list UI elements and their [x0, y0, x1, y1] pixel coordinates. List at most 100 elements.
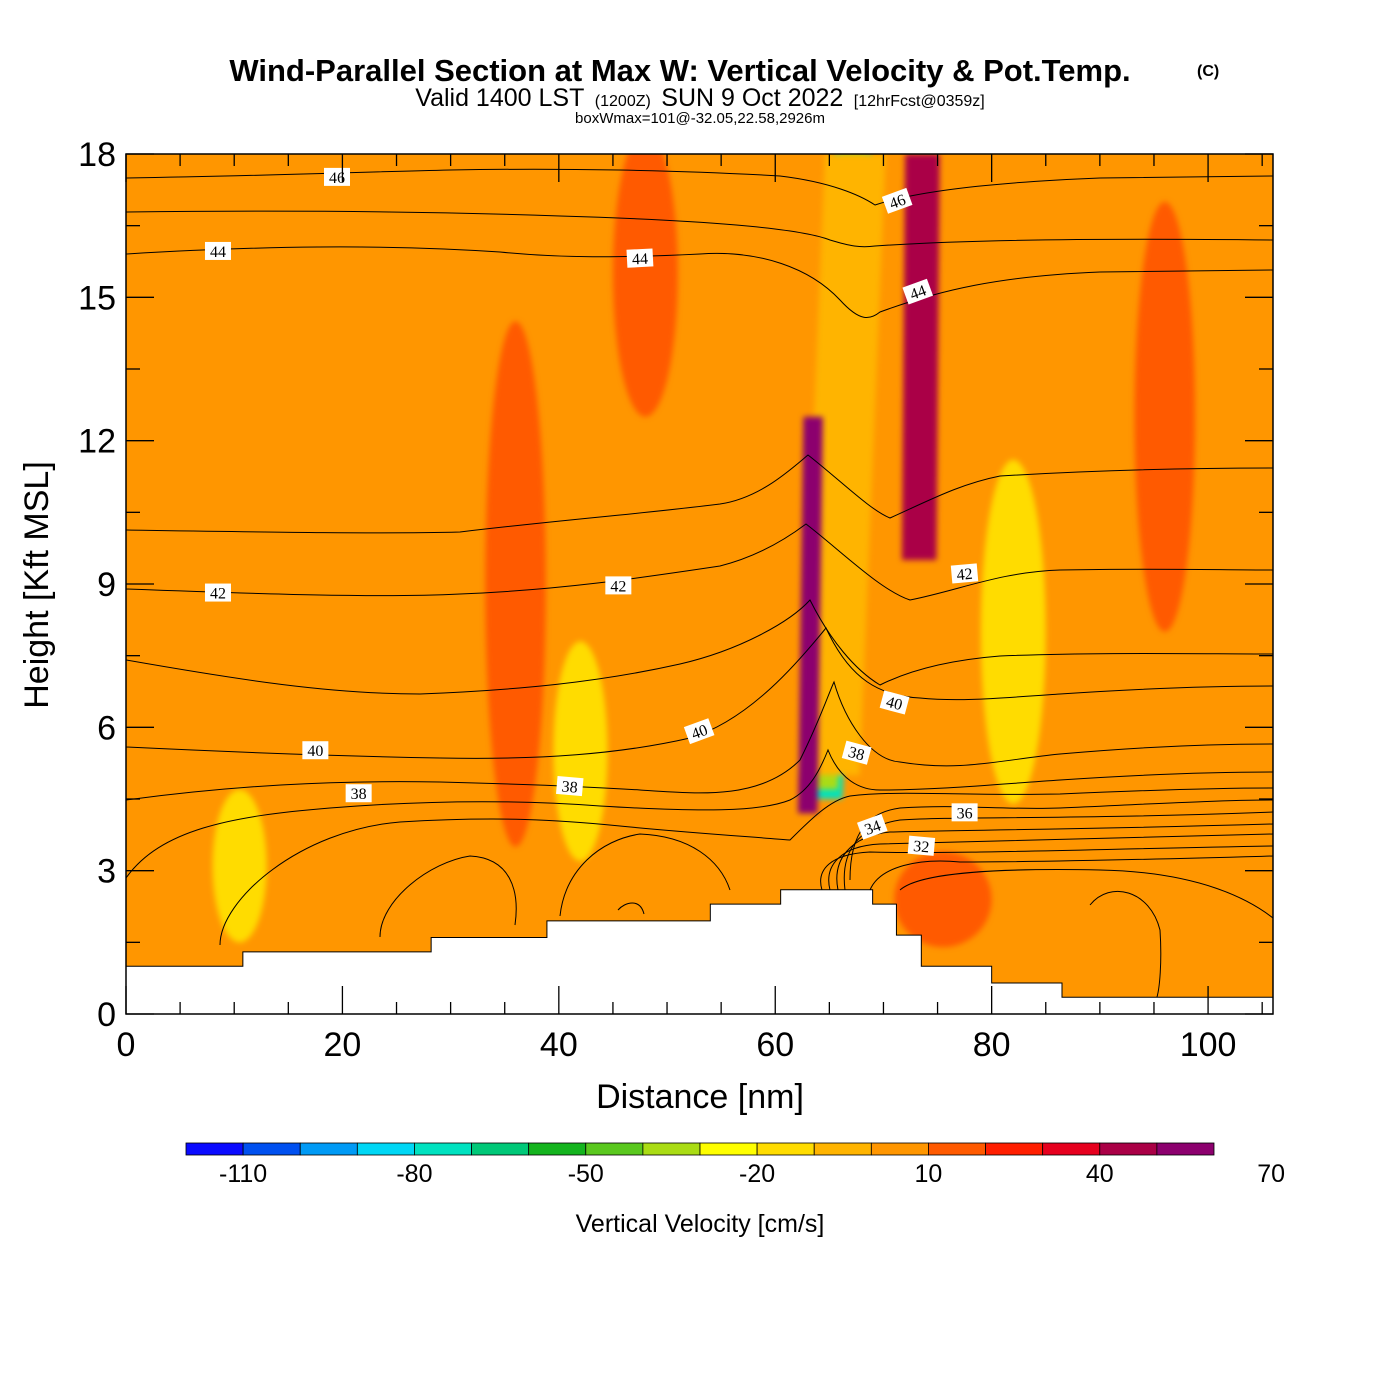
- theta-label-text: 38: [846, 744, 866, 765]
- x-tick-label: 40: [540, 1026, 578, 1064]
- w-cell-9: [1134, 201, 1196, 632]
- theta-contour-low-right: [899, 869, 1273, 919]
- theta-label-text: 44: [632, 251, 649, 269]
- colorbar-tick-label: -50: [568, 1160, 604, 1188]
- background-field: [126, 154, 1273, 1014]
- w-cell-11: [894, 851, 992, 948]
- w-cell-5: [980, 459, 1046, 804]
- theta-label-text: 38: [351, 786, 367, 803]
- theta-label-text: 38: [561, 778, 578, 796]
- subtitle-date: SUN 9 Oct 2022: [661, 84, 843, 112]
- w-cell-8: [485, 321, 546, 847]
- y-tick-label: 15: [78, 279, 116, 317]
- theta-label-text: 40: [884, 694, 904, 715]
- y-tick-label: 18: [78, 136, 116, 174]
- theta-label-text: 44: [908, 282, 929, 303]
- colorbar-swatch: [528, 1142, 587, 1156]
- colorbar-swatch: [813, 1142, 872, 1156]
- colorbar-swatch: [699, 1142, 758, 1156]
- theta-label-6: 42: [605, 576, 632, 595]
- theta-label-text: 32: [913, 838, 930, 856]
- colorbar-tick-labels: -110 -80 -50 -20 10 40 70: [219, 1160, 1285, 1188]
- colorbar-tick-label: -110: [219, 1160, 267, 1188]
- y-tick-label: 9: [97, 566, 116, 604]
- colorbar-swatch: [471, 1142, 530, 1156]
- theta-contour-34: [836, 823, 1273, 891]
- x-axis-label: Distance [nm]: [596, 1078, 804, 1116]
- x-tick-label: 20: [324, 1026, 362, 1064]
- y-axis-label: Height [Kft MSL]: [18, 461, 56, 709]
- theta-contour-38: [126, 748, 1273, 879]
- y-tick-label: 3: [97, 853, 116, 891]
- colorbar-swatch: [756, 1142, 815, 1156]
- theta-label-11: 38: [345, 784, 372, 803]
- theta-label-text: 44: [210, 244, 226, 261]
- chart-title: Wind-Parallel Section at Max W: Vertical…: [229, 53, 1130, 88]
- w-band-3: [797, 416, 823, 814]
- theta-label-15: 34: [856, 813, 888, 840]
- theta-label-5: 42: [204, 583, 231, 603]
- w-cell-7: [212, 789, 267, 943]
- theta-label-10: 40: [879, 690, 910, 715]
- colorbar-tick-label: 70: [1257, 1160, 1285, 1188]
- box-note: boxWmax=101@-32.05,22.58,2926m: [575, 110, 825, 127]
- theta-contour-39: [126, 680, 1273, 801]
- theta-label-0: 46: [324, 167, 351, 187]
- y-tick-label: 12: [78, 423, 116, 461]
- plot-area: 46 44 44 46 44 42 42 42 40 40 40 38 38 38 36 34 32: [126, 154, 1273, 1014]
- colorbar-tick-label: -20: [739, 1160, 775, 1188]
- colorbar-swatch: [928, 1142, 986, 1156]
- theta-contour-40: [126, 627, 1273, 759]
- colorbar-tick-label: -80: [396, 1160, 432, 1188]
- theta-contour-41: [126, 599, 1273, 695]
- copyright-mark: (C): [1197, 63, 1219, 80]
- colorbar-swatch: [414, 1142, 472, 1156]
- x-tick-label: 80: [973, 1026, 1011, 1064]
- colorbar-swatch: [242, 1142, 301, 1156]
- theta-label-4: 44: [902, 278, 934, 305]
- theta-cell-d: [1089, 890, 1162, 1001]
- colorbar-swatch: [585, 1142, 644, 1156]
- theta-label-14: 36: [951, 803, 978, 822]
- theta-label-2: 44: [626, 248, 654, 269]
- theta-label-13: 38: [841, 740, 872, 765]
- terrain-mask: [126, 889, 1273, 1014]
- colorbar: [185, 1142, 1215, 1156]
- colorbar-swatch: [185, 1142, 244, 1156]
- w-cell-6: [553, 641, 608, 862]
- subtitle-utc: (1200Z): [595, 93, 651, 110]
- colorbar-tick-label: 10: [915, 1160, 943, 1188]
- colorbar-swatch: [1156, 1142, 1215, 1156]
- theta-cell-c: [617, 902, 645, 915]
- theta-contour-43: [126, 454, 1273, 534]
- vertical-velocity-field: [212, 154, 1196, 948]
- w-cell-10: [612, 154, 678, 417]
- theta-contour-42: [126, 523, 1273, 601]
- theta-label-7: 42: [950, 563, 979, 584]
- x-tick-label: 0: [117, 1026, 136, 1064]
- colorbar-swatch: [642, 1142, 701, 1156]
- subtitle-forecast: [12hrFcst@0359z]: [854, 93, 985, 110]
- theta-contour-45: [126, 210, 1273, 248]
- theta-cell-b: [559, 833, 731, 917]
- theta-label-text: 42: [210, 586, 226, 603]
- x-tick-label: 100: [1180, 1026, 1237, 1064]
- theta-label-3: 46: [881, 187, 913, 214]
- theta-contour-labels: 46 44 44 46 44 42 42 42 40 40 40 38 38 38 36 34 32: [204, 167, 979, 856]
- y-tick-label: 0: [97, 996, 116, 1034]
- theta-label-text: 36: [957, 805, 973, 822]
- x-tick-label: 60: [756, 1026, 794, 1064]
- theta-label-12: 38: [556, 775, 584, 797]
- colorbar-swatch: [1042, 1142, 1101, 1156]
- colorbar-swatch: [1099, 1142, 1158, 1156]
- theta-label-text: 40: [689, 722, 710, 743]
- colorbar-swatch: [356, 1142, 415, 1156]
- theta-cell-a: [379, 855, 517, 938]
- theta-label-text: 42: [610, 578, 626, 595]
- w-band-4: [901, 154, 940, 561]
- theta-contour-37: [219, 787, 1273, 946]
- colorbar-tick-label: 40: [1086, 1160, 1114, 1188]
- colorbar-swatch: [299, 1142, 358, 1156]
- y-tick-label: 6: [97, 709, 116, 747]
